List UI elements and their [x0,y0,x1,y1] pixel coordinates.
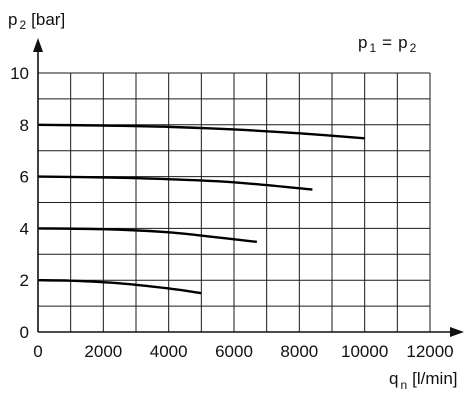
x-tick-label: 0 [33,342,42,361]
y-axis-unit: [bar] [31,10,65,29]
y-tick-label: 6 [20,168,29,187]
y-axis-arrowhead [33,38,43,52]
series-line [37,123,365,140]
x-tick-label: 4000 [150,342,188,361]
series-line [37,279,202,295]
x-tick-label: 12000 [406,342,453,361]
x-tick-label: 8000 [280,342,318,361]
annotation-right-subscript: 2 [410,41,417,55]
x-axis-arrowhead [450,327,464,337]
y-tick-label: 10 [10,64,29,83]
series-line [37,227,258,244]
x-tick-label: 2000 [84,342,122,361]
series-group [37,123,365,295]
y-axis-symbol: p [8,10,17,29]
axes [33,38,464,337]
x-axis-subscript: n [400,378,407,392]
annotation-equals: = [382,33,392,52]
condition-annotation: p 1 = p 2 [358,33,417,55]
annotation-right-symbol: p [398,33,407,52]
y-tick-label: 8 [20,116,29,135]
x-axis-symbol: q [389,369,398,388]
x-tick-label: 10000 [341,342,388,361]
annotation-left-subscript: 1 [369,41,376,55]
series-line [37,175,313,191]
annotation-left-symbol: p [358,33,367,52]
x-axis-unit: [l/min] [412,369,457,388]
tick-labels: 0 2000 4000 6000 8000 10000 12000 0 2 4 6 8 10 [10,64,454,361]
x-tick-label: 6000 [215,342,253,361]
grid [38,72,431,332]
y-tick-label: 4 [20,219,29,238]
y-axis-subscript: 2 [19,18,26,32]
x-axis-title: q n [l/min] [389,369,458,392]
y-tick-label: 2 [20,271,29,290]
y-tick-label: 0 [20,323,29,342]
y-axis-title: p 2 [bar] [8,10,65,32]
